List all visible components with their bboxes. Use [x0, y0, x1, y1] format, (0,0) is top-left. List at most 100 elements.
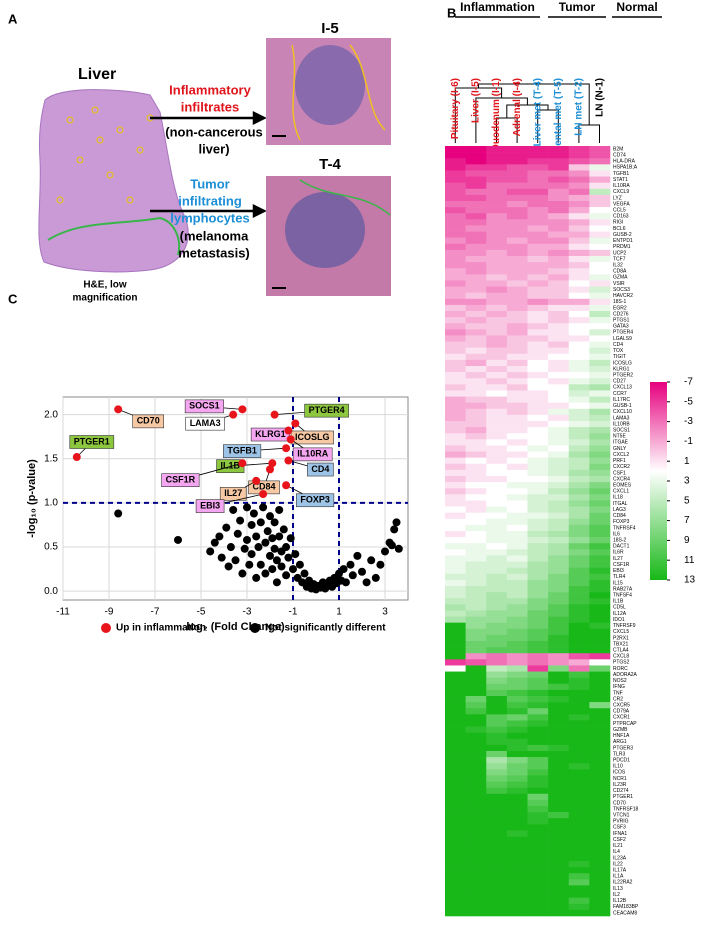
data-point	[226, 543, 235, 552]
heatmap-cell	[568, 628, 590, 636]
row-label: TBX21	[613, 641, 629, 647]
heatmap-cell	[589, 757, 611, 764]
heatmap-cell	[527, 518, 549, 526]
heatmap-cell	[527, 488, 549, 495]
heatmap-cell	[506, 854, 528, 862]
colorbar-tick-label: -5	[684, 396, 693, 407]
heatmap-cell	[589, 408, 611, 416]
heatmap-cell	[445, 286, 466, 293]
heatmap-cell	[548, 366, 570, 373]
content: A B C Liver Inflammatory infiltrates (non-canc…	[8, 0, 696, 917]
heatmap-cell	[486, 237, 508, 245]
row-label: CD27	[613, 379, 626, 385]
heatmap-cell	[506, 164, 528, 171]
heatmap-cell	[465, 903, 487, 911]
heatmap-cell	[445, 268, 466, 275]
colorbar	[650, 382, 667, 580]
heatmap-cell	[486, 359, 508, 367]
heatmap-cell	[465, 335, 487, 342]
heatmap-cell	[548, 170, 570, 177]
heatmap-cell	[568, 414, 590, 422]
heatmap-cell	[548, 518, 570, 526]
y-tick-label: 2.0	[44, 409, 58, 420]
heatmap-cell	[465, 689, 487, 697]
heatmap-cell	[506, 176, 528, 183]
row-label: PTGER4	[613, 330, 633, 336]
tumor-sub: (melanoma	[180, 228, 249, 243]
heatmap-cell	[486, 842, 508, 850]
heatmap-cell	[548, 274, 570, 281]
heatmap-cell	[506, 573, 528, 581]
heatmap-cell	[527, 537, 549, 544]
heatmap-cell	[465, 152, 487, 159]
heatmap-cell	[589, 537, 611, 544]
data-point	[259, 503, 268, 512]
heatmap-cell	[486, 207, 508, 214]
heatmap-cell	[548, 879, 570, 886]
heatmap-cell	[506, 604, 528, 611]
heatmap-cell	[445, 201, 466, 208]
heatmap-cell	[568, 256, 590, 263]
row-label: LGALS9	[613, 336, 632, 342]
heatmap-cell	[445, 512, 466, 520]
heatmap-cell	[506, 268, 528, 275]
heatmap-cell	[548, 622, 570, 630]
heatmap-cell	[506, 757, 528, 764]
heatmap-cell	[589, 207, 611, 214]
heatmap-cell	[527, 451, 549, 458]
heatmap-cell	[465, 861, 487, 868]
data-point	[394, 544, 403, 553]
heatmap-cell	[589, 341, 611, 348]
row-label: IL12B	[613, 898, 627, 904]
heatmap-cell	[445, 659, 466, 666]
heatmap-cell	[445, 598, 466, 605]
heatmap-cell	[445, 665, 466, 672]
row-label: LYZ	[613, 195, 622, 201]
heatmap-cell	[568, 714, 590, 721]
heatmap-cell	[568, 665, 590, 672]
heatmap-cell	[486, 158, 508, 165]
heatmap-cell	[589, 830, 611, 837]
heatmap-cell	[589, 219, 611, 226]
x-tick-label: -7	[151, 607, 160, 618]
heatmap-cell	[506, 732, 528, 740]
heatmap-cell	[506, 341, 528, 348]
row-label: GUSB-2	[613, 232, 632, 238]
heatmap-cell	[465, 268, 487, 275]
heatmap-cell	[548, 268, 570, 275]
heatmap-cell	[486, 616, 508, 623]
heatmap-cell	[445, 280, 466, 287]
heatmap-cell	[465, 702, 487, 709]
heatmap-cell	[445, 262, 466, 269]
heatmap-cell	[527, 457, 549, 465]
row-label: ITGAE	[613, 440, 629, 446]
heatmap-cell	[445, 384, 466, 391]
heatmap-cell	[465, 598, 487, 605]
heatmap-cell	[506, 555, 528, 562]
heatmap-cell	[506, 274, 528, 281]
heatmap-cell	[527, 763, 549, 770]
heatmap-cell	[465, 848, 487, 856]
heatmap-cell	[445, 653, 466, 660]
heatmap-cell	[568, 781, 590, 788]
heatmap-cell	[445, 769, 466, 776]
heatmap-cell	[568, 909, 590, 917]
heatmap-cell	[486, 659, 508, 666]
heatmap-cell	[589, 366, 611, 373]
heatmap-cell	[465, 304, 487, 312]
heatmap-cell	[445, 433, 466, 440]
heatmap-cell	[445, 256, 466, 263]
row-label: EBI3	[613, 568, 624, 574]
stain-label: H&E, low	[83, 280, 127, 291]
heatmap-cell	[568, 708, 590, 715]
heatmap-cell	[445, 311, 466, 318]
heatmap-cell	[506, 451, 528, 458]
heatmap-cell	[445, 592, 466, 599]
heatmap-cell	[527, 769, 549, 776]
heatmap-cell	[465, 433, 487, 440]
heatmap-cell	[548, 641, 570, 648]
data-point	[392, 518, 401, 527]
heatmap-cell	[465, 708, 487, 715]
heatmap-cell	[527, 885, 549, 892]
heatmap-cell	[527, 286, 549, 293]
